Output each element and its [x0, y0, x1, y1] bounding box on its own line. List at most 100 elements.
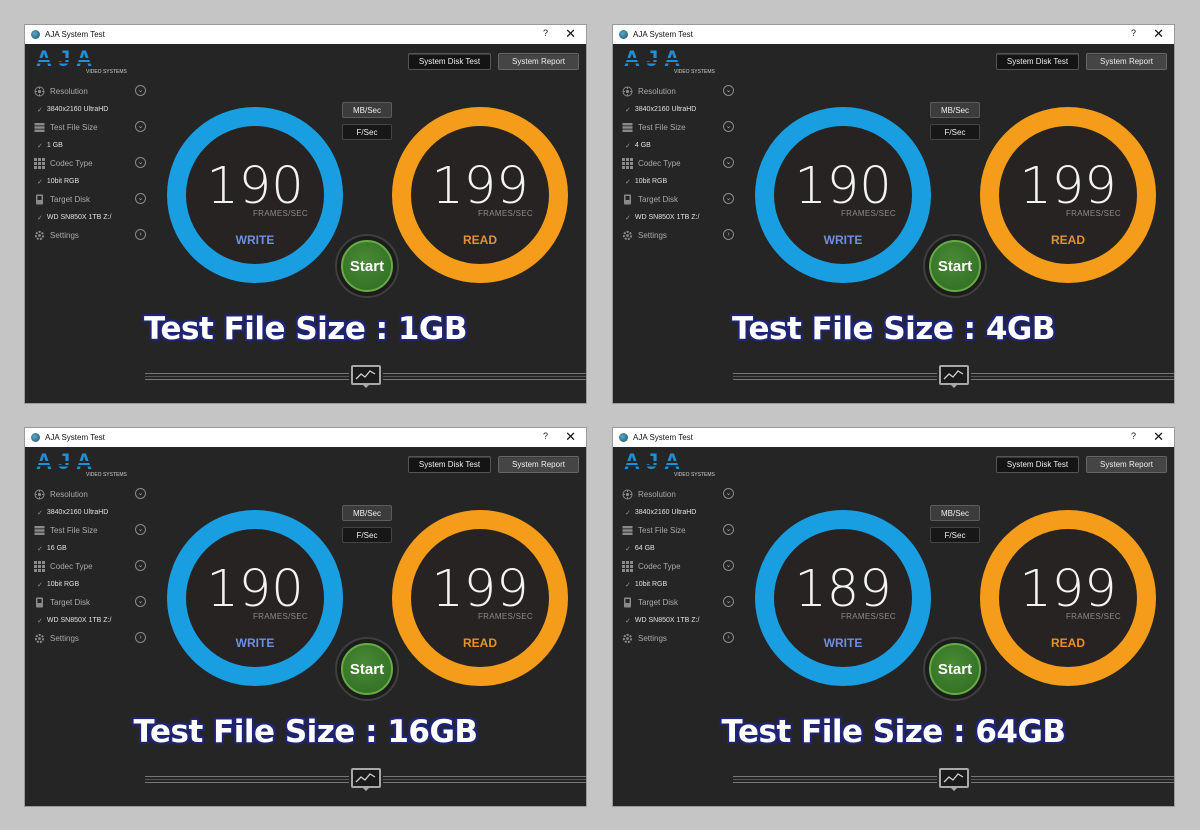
close-button[interactable]: ✕: [1153, 26, 1164, 41]
target-disk-row[interactable]: Target Disk ⌄: [622, 191, 734, 208]
graph-toggle-button[interactable]: [937, 767, 971, 792]
chevron-down-icon[interactable]: ⌄: [135, 596, 146, 607]
settings-label: Settings: [50, 231, 79, 240]
test-file-size-caption: Test File Size : 1GB: [143, 311, 468, 347]
resolution-value-text: 3840x2160 UltraHD: [46, 106, 109, 113]
settings-row[interactable]: Settings ›: [622, 227, 734, 244]
app-icon: [619, 433, 628, 442]
start-button[interactable]: Start: [929, 643, 981, 695]
resolution-row[interactable]: Resolution ⌄: [34, 83, 146, 100]
help-button[interactable]: ?: [1130, 431, 1136, 441]
settings-sidebar: Resolution ⌄ ✓ 3840x2160 UltraHD Test Fil…: [622, 486, 734, 647]
window-title: AJA System Test: [633, 30, 693, 39]
codec-type-value: ✓ 10bit RGB: [34, 172, 146, 191]
system-disk-test-button[interactable]: System Disk Test: [996, 53, 1079, 70]
help-button[interactable]: ?: [542, 431, 548, 441]
help-button[interactable]: ?: [1130, 28, 1136, 38]
read-label: READ: [1050, 636, 1085, 650]
close-button[interactable]: ✕: [1153, 429, 1164, 444]
close-button[interactable]: ✕: [565, 26, 576, 41]
window-title: AJA System Test: [633, 433, 693, 442]
settings-row[interactable]: Settings ›: [34, 630, 146, 647]
start-button[interactable]: Start: [929, 240, 981, 292]
gear-icon: [622, 230, 633, 241]
chevron-down-icon[interactable]: ⌄: [135, 524, 146, 535]
system-report-button[interactable]: System Report: [498, 53, 579, 70]
system-report-button[interactable]: System Report: [498, 456, 579, 473]
frames-per-sec-button[interactable]: F/Sec: [342, 527, 392, 543]
test-file-size-value-text: 16 GB: [46, 545, 67, 552]
chevron-down-icon[interactable]: ⌄: [723, 85, 734, 96]
target-disk-row[interactable]: Target Disk ⌄: [622, 594, 734, 611]
system-report-button[interactable]: System Report: [1086, 53, 1167, 70]
system-disk-test-button[interactable]: System Disk Test: [408, 53, 491, 70]
chevron-down-icon[interactable]: ⌄: [723, 157, 734, 168]
graph-toggle-button[interactable]: [349, 364, 383, 389]
test-file-size-row[interactable]: Test File Size ⌄: [34, 119, 146, 136]
graph-toggle-button[interactable]: [349, 767, 383, 792]
chevron-down-icon[interactable]: ⌄: [135, 560, 146, 571]
settings-row[interactable]: Settings ›: [34, 227, 146, 244]
check-icon: ✓: [37, 106, 43, 114]
system-report-button[interactable]: System Report: [1086, 456, 1167, 473]
chevron-right-icon[interactable]: ›: [135, 632, 146, 643]
codec-type-value: ✓ 10bit RGB: [622, 575, 734, 594]
test-file-size-row[interactable]: Test File Size ⌄: [622, 119, 734, 136]
start-button[interactable]: Start: [341, 643, 393, 695]
test-file-size-row[interactable]: Test File Size ⌄: [34, 522, 146, 539]
app-icon: [31, 30, 40, 39]
test-file-size-caption: Test File Size : 64GB: [721, 714, 1066, 750]
chevron-down-icon[interactable]: ⌄: [135, 157, 146, 168]
mb-per-sec-button[interactable]: MB/Sec: [930, 505, 980, 521]
chevron-right-icon[interactable]: ›: [723, 229, 734, 240]
mb-per-sec-button[interactable]: MB/Sec: [342, 505, 392, 521]
check-icon: ✓: [37, 142, 43, 150]
chevron-down-icon[interactable]: ⌄: [135, 121, 146, 132]
graph-toggle-button[interactable]: [937, 364, 971, 389]
start-button[interactable]: Start: [341, 240, 393, 292]
chevron-right-icon[interactable]: ›: [723, 632, 734, 643]
settings-row[interactable]: Settings ›: [622, 630, 734, 647]
write-label: WRITE: [235, 233, 275, 247]
system-disk-test-button[interactable]: System Disk Test: [408, 456, 491, 473]
chevron-down-icon[interactable]: ⌄: [135, 193, 146, 204]
write-value: 190: [794, 157, 892, 216]
test-file-size-value-text: 64 GB: [634, 545, 655, 552]
chevron-down-icon[interactable]: ⌄: [135, 85, 146, 96]
close-button[interactable]: ✕: [565, 429, 576, 444]
disk-icon: [34, 194, 45, 205]
test-file-size-value-text: 1 GB: [46, 142, 63, 149]
write-value: 189: [794, 560, 892, 619]
frames-per-sec-button[interactable]: F/Sec: [930, 124, 980, 140]
frames-per-sec-button[interactable]: F/Sec: [930, 527, 980, 543]
write-gauge: 190 FRAMES/SEC WRITE: [167, 107, 343, 283]
check-icon: ✓: [37, 178, 43, 186]
chevron-down-icon[interactable]: ⌄: [723, 488, 734, 499]
chevron-down-icon[interactable]: ⌄: [723, 524, 734, 535]
codec-type-row[interactable]: Codec Type ⌄: [622, 558, 734, 575]
resolution-row[interactable]: Resolution ⌄: [34, 486, 146, 503]
codec-type-row[interactable]: Codec Type ⌄: [34, 558, 146, 575]
mb-per-sec-button[interactable]: MB/Sec: [342, 102, 392, 118]
codec-type-row[interactable]: Codec Type ⌄: [34, 155, 146, 172]
chevron-down-icon[interactable]: ⌄: [723, 121, 734, 132]
chevron-down-icon[interactable]: ⌄: [723, 596, 734, 607]
chevron-down-icon[interactable]: ⌄: [723, 560, 734, 571]
resolution-row[interactable]: Resolution ⌄: [622, 486, 734, 503]
mb-per-sec-button[interactable]: MB/Sec: [930, 102, 980, 118]
read-value: 199: [1019, 560, 1117, 619]
codec-type-row[interactable]: Codec Type ⌄: [622, 155, 734, 172]
resolution-row[interactable]: Resolution ⌄: [622, 83, 734, 100]
help-button[interactable]: ?: [542, 28, 548, 38]
frames-per-sec-button[interactable]: F/Sec: [342, 124, 392, 140]
target-disk-row[interactable]: Target Disk ⌄: [34, 191, 146, 208]
chevron-down-icon[interactable]: ⌄: [135, 488, 146, 499]
stack-icon: [622, 122, 633, 133]
chevron-right-icon[interactable]: ›: [135, 229, 146, 240]
chevron-down-icon[interactable]: ⌄: [723, 193, 734, 204]
system-disk-test-button[interactable]: System Disk Test: [996, 456, 1079, 473]
settings-label: Settings: [638, 634, 667, 643]
test-file-size-row[interactable]: Test File Size ⌄: [622, 522, 734, 539]
target-disk-row[interactable]: Target Disk ⌄: [34, 594, 146, 611]
title-bar: AJA System Test ? ✕: [613, 428, 1174, 447]
